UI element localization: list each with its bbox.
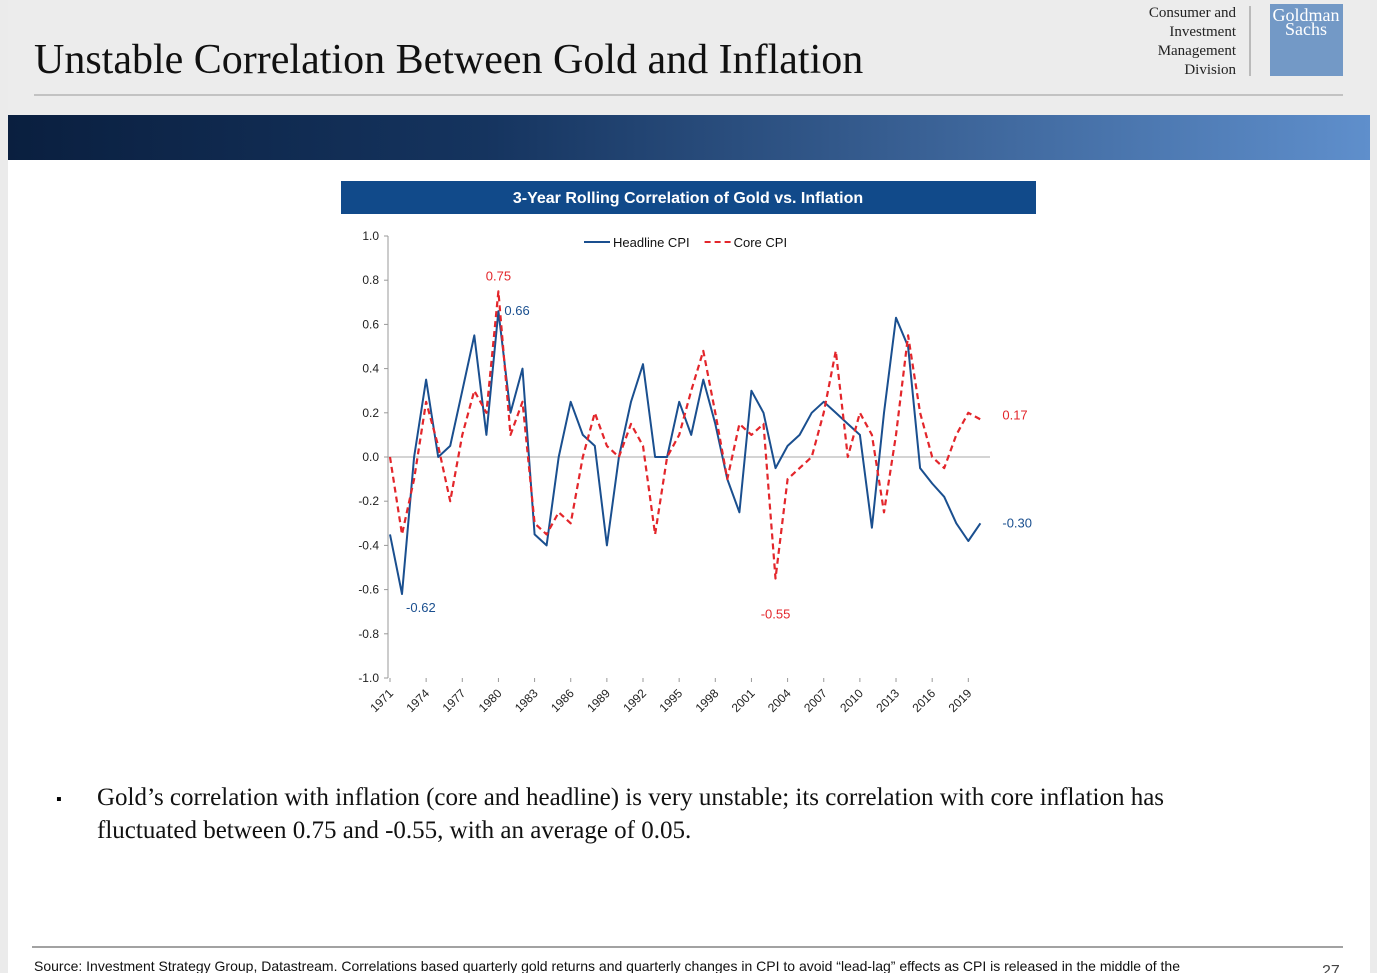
annotation: 0.75 bbox=[486, 268, 511, 283]
division-line: Investment bbox=[1169, 24, 1236, 40]
annotation: -0.62 bbox=[406, 600, 436, 615]
y-tick-label: 0.0 bbox=[362, 450, 379, 464]
y-tick-label: -1.0 bbox=[358, 671, 379, 685]
y-tick-label: -0.4 bbox=[358, 538, 379, 552]
division: Consumer and Investment Management Division bbox=[1149, 5, 1237, 78]
division-line: Division bbox=[1184, 62, 1236, 78]
logo-line: Goldman bbox=[1273, 5, 1340, 25]
banner bbox=[8, 115, 1370, 160]
y-tick-label: -0.6 bbox=[358, 583, 379, 597]
source: Source: Investment Strategy Group, Datas… bbox=[34, 958, 1180, 973]
slide-title: Unstable Correlation Between Gold and In… bbox=[34, 37, 863, 83]
bullet-mark: ▪ bbox=[56, 791, 62, 808]
annotation: 0.66 bbox=[504, 303, 529, 318]
y-tick-label: -0.2 bbox=[358, 494, 379, 508]
page bbox=[8, 0, 1370, 973]
annotation: -0.30 bbox=[1002, 515, 1032, 530]
y-tick-label: 0.8 bbox=[362, 273, 379, 287]
chart-title-bar bbox=[341, 181, 1036, 214]
y-tick-label: 1.0 bbox=[362, 229, 379, 243]
bullet: Gold’s correlation with inflation (core … bbox=[97, 784, 1164, 844]
legend-label: Core CPI bbox=[734, 235, 787, 250]
y-tick-label: 0.4 bbox=[362, 362, 379, 376]
division-line: Management bbox=[1158, 43, 1237, 59]
logo bbox=[1270, 4, 1343, 76]
division-line: Consumer and bbox=[1149, 5, 1237, 21]
header-bg bbox=[8, 0, 1370, 115]
annotation: 0.17 bbox=[1002, 407, 1027, 422]
legend-label: Headline CPI bbox=[613, 235, 690, 250]
logo-line: Sachs bbox=[1285, 19, 1327, 39]
series-line bbox=[389, 310, 982, 595]
y-tick-label: 0.2 bbox=[362, 406, 379, 420]
bullet-line: Gold’s correlation with inflation (core … bbox=[97, 784, 1164, 811]
page-number: 27 bbox=[1322, 963, 1340, 973]
annotation: -0.55 bbox=[761, 607, 791, 622]
series-line bbox=[388, 290, 981, 580]
chart-title: 3-Year Rolling Correlation of Gold vs. I… bbox=[513, 190, 863, 207]
bullet-line: fluctuated between 0.75 and -0.55, with … bbox=[97, 817, 691, 844]
y-tick-label: -0.8 bbox=[358, 627, 379, 641]
y-tick-label: 0.6 bbox=[362, 317, 379, 331]
